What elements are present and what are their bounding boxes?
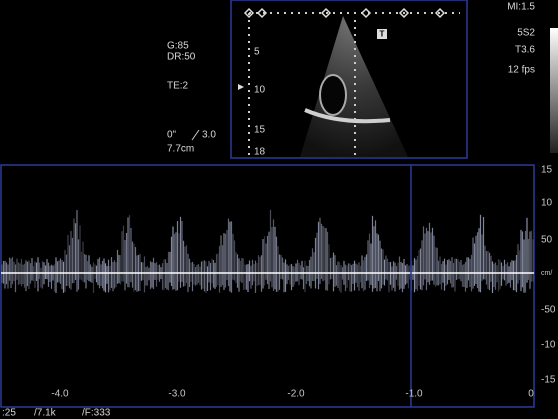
param: TE:2 <box>167 81 189 92</box>
angle-icon <box>192 130 199 140</box>
depth-label: 18 <box>254 147 266 158</box>
param: 3.0 <box>202 130 216 141</box>
time-label: -1.0 <box>405 389 423 400</box>
gray-bar <box>550 28 558 153</box>
depth-label: 5 <box>254 47 260 58</box>
velocity-label: -10 <box>541 340 556 351</box>
time-label: 0 <box>528 389 534 400</box>
velocity-label: 15 <box>541 165 553 176</box>
time-label: -2.0 <box>287 389 305 400</box>
heart-chamber <box>320 75 346 115</box>
time-label: -4.0 <box>51 389 69 400</box>
top-markers <box>245 9 444 17</box>
param: DR:50 <box>167 52 196 63</box>
velocity-label: -15 <box>541 375 556 386</box>
velocity-label: 10 <box>541 198 553 209</box>
footer-text: /7.1k <box>34 408 57 419</box>
param: 12 fps <box>508 65 535 76</box>
param: G:85 <box>167 41 189 52</box>
footer-text: /F:333 <box>82 408 111 419</box>
marker-label: T <box>380 30 385 39</box>
page: { "header": { "right": ["MI:1.5", "5S2",… <box>0 0 558 419</box>
time-label: -3.0 <box>168 389 186 400</box>
sector-image <box>300 16 408 157</box>
param: 5S2 <box>517 28 535 39</box>
velocity-unit: cm/ <box>541 270 552 277</box>
velocity-label: 50 <box>541 235 553 246</box>
doppler-spectrum <box>2 210 533 293</box>
param: T3.6 <box>515 45 535 56</box>
footer-text: :25 <box>2 408 16 419</box>
focus-marker <box>238 84 244 90</box>
param: 7.7cm <box>167 144 194 155</box>
param: 0" <box>167 130 177 141</box>
ultrasound-screen: T 5 10 15 18 G:85 DR:50 TE:2 0" 3.0 7.7c… <box>0 0 558 419</box>
param: MI:1.5 <box>507 2 535 13</box>
depth-label: 10 <box>254 85 266 96</box>
depth-label: 15 <box>254 125 266 136</box>
velocity-label: -50 <box>541 305 556 316</box>
